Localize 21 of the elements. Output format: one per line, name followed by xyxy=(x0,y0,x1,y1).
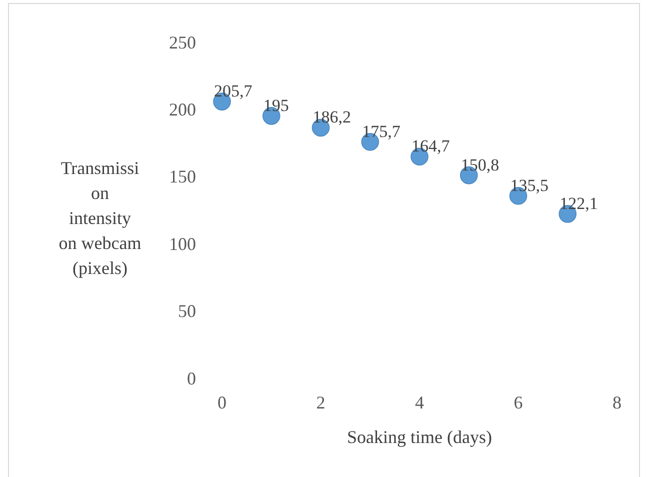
x-tick-label: 8 xyxy=(612,392,622,412)
data-label: 122,1 xyxy=(560,194,598,213)
y-tick-label: 200 xyxy=(169,100,196,120)
y-tick-label: 50 xyxy=(178,301,196,322)
x-tick-label: 2 xyxy=(316,392,326,412)
x-tick-label: 0 xyxy=(218,392,226,412)
data-label: 186,2 xyxy=(312,108,351,127)
data-label: 135,5 xyxy=(510,176,548,195)
x-axis-title: Soaking time (days) xyxy=(347,427,492,447)
x-tick-label: 4 xyxy=(415,392,424,412)
data-label: 205,7 xyxy=(214,82,253,101)
x-tick-label: 6 xyxy=(514,392,523,412)
y-tick-label: 0 xyxy=(187,368,196,388)
y-axis-title: Transmission intensity on webcam (pixels) xyxy=(58,158,142,278)
data-label: 195 xyxy=(263,96,289,115)
data-label: 175,7 xyxy=(362,122,401,141)
data-label: 150,8 xyxy=(460,155,500,174)
y-tick-label: 100 xyxy=(169,234,196,254)
data-label: 164,7 xyxy=(412,136,450,156)
y-tick-label: 250 xyxy=(169,32,196,52)
y-tick-label: 150 xyxy=(169,166,196,187)
